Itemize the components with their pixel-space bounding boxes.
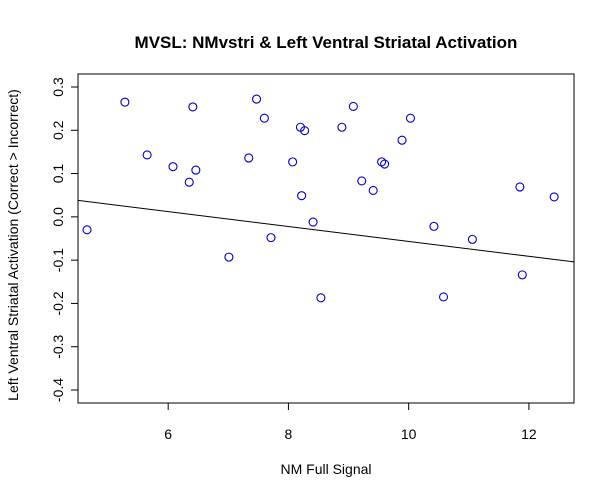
- y-tick-label: 0.3: [50, 77, 66, 97]
- x-axis: 6 8 10 12: [164, 402, 537, 442]
- data-point: [191, 165, 201, 175]
- y-tick-label: 0.2: [50, 120, 66, 140]
- data-point: [405, 113, 416, 123]
- data-point: [184, 177, 194, 187]
- regression-line-group: [77, 199, 575, 263]
- plot-frame: [77, 73, 575, 404]
- data-point: [308, 217, 318, 227]
- data-point: [368, 185, 378, 195]
- data-point: [348, 101, 358, 112]
- data-point: [252, 94, 262, 104]
- data-point: [266, 233, 276, 243]
- data-point: [168, 162, 178, 172]
- data-point: [259, 113, 269, 123]
- data-point: [337, 122, 347, 132]
- y-axis-label: Left Ventral Striatal Activation (Correc…: [5, 89, 21, 401]
- x-tick-label: 6: [164, 426, 172, 442]
- data-point: [377, 157, 387, 167]
- data-point: [316, 293, 326, 303]
- x-axis-label: NM Full Signal: [280, 461, 371, 477]
- data-point: [517, 270, 527, 280]
- data-point: [82, 225, 92, 235]
- data-point: [380, 159, 390, 169]
- y-tick-label: -0.3: [50, 334, 66, 358]
- data-point: [549, 192, 559, 202]
- data-point: [467, 234, 477, 244]
- data-points: [82, 94, 559, 303]
- y-tick-label: -0.4: [50, 378, 66, 402]
- data-point: [515, 182, 525, 192]
- y-tick-label: 0.1: [50, 164, 66, 184]
- data-point: [300, 126, 310, 136]
- x-tick-label: 10: [401, 426, 417, 442]
- data-point: [142, 150, 152, 160]
- data-point: [244, 153, 254, 163]
- chart-title: MVSL: NMvstri & Left Ventral Striatal Ac…: [135, 33, 518, 52]
- x-tick-label: 12: [521, 426, 537, 442]
- data-point: [224, 252, 234, 262]
- data-point: [429, 221, 439, 231]
- data-point: [297, 191, 307, 201]
- regression-line: [77, 199, 575, 263]
- y-axis: -0.4 -0.3 -0.2 -0.1 0.0 0.1 0.2 0.3: [50, 77, 79, 402]
- y-tick-label: 0.0: [50, 207, 66, 227]
- x-tick-label: 8: [285, 426, 293, 442]
- data-point: [188, 102, 198, 112]
- data-point: [357, 176, 367, 186]
- data-point: [288, 157, 298, 167]
- data-point: [438, 292, 449, 302]
- y-tick-label: -0.1: [50, 248, 66, 272]
- data-point: [397, 135, 407, 145]
- y-tick-label: -0.2: [50, 291, 66, 315]
- data-point: [120, 97, 130, 107]
